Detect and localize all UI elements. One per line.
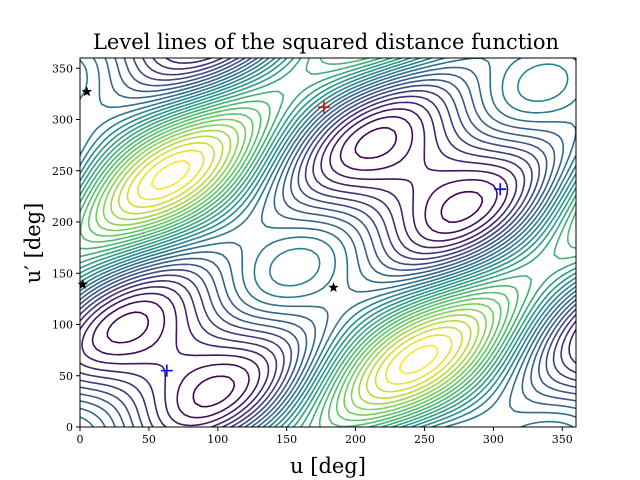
contour-level-line (137, 149, 453, 385)
x-tick-label: 50 (142, 433, 156, 446)
minimum-marker (494, 183, 507, 196)
saddle-marker (328, 282, 339, 293)
contour-level-line (117, 135, 472, 399)
contour-level-line (80, 58, 576, 427)
chart-title: Level lines of the squared distance func… (93, 30, 559, 54)
contour-level-line (80, 58, 576, 427)
x-tick-label: 200 (345, 433, 366, 446)
y-tick-label: 350 (52, 62, 73, 75)
x-tick-label: 250 (414, 433, 435, 446)
y-axis-label: u′ [deg] (21, 203, 45, 284)
maximum-marker (317, 101, 330, 114)
x-axis-label: u [deg] (290, 454, 366, 478)
y-tick-label: 150 (52, 267, 73, 280)
contour-level-line (80, 107, 510, 427)
contour-level-line (80, 58, 576, 427)
contour-level-line (80, 58, 576, 427)
contour-level-line (80, 58, 576, 427)
contour-level-line (110, 129, 480, 405)
contour-level-line (80, 58, 576, 427)
x-axis-ticks: 0 50 100 150 200 250 300 350 (77, 427, 573, 446)
contour-level-line (80, 58, 576, 427)
contour-level-line (91, 115, 498, 419)
contour-level-line (80, 58, 576, 427)
y-tick-label: 200 (52, 216, 73, 229)
y-tick-label: 300 (52, 114, 73, 127)
contour-level-line (80, 58, 576, 427)
contour-level-line (95, 118, 495, 416)
contour-level-line (80, 58, 576, 427)
contour-level-line (87, 113, 502, 422)
contour-level-line (80, 58, 576, 427)
y-tick-label: 100 (52, 319, 73, 332)
x-tick-label: 0 (77, 433, 84, 446)
contour-lines (80, 58, 576, 427)
contour-level-line (126, 142, 463, 393)
x-tick-label: 100 (207, 433, 228, 446)
plot-frame (79, 57, 577, 428)
contour-level-line (80, 58, 576, 427)
y-tick-label: 0 (66, 421, 73, 434)
contour-level-line (80, 58, 576, 427)
contour-level-line (81, 108, 509, 427)
critical-point-markers (77, 86, 507, 377)
contour-level-line (80, 58, 576, 427)
saddle-marker (77, 279, 88, 289)
contour-level-line (151, 160, 439, 375)
x-tick-label: 350 (552, 433, 573, 446)
contour-level-line (102, 124, 487, 411)
contour-level-line (80, 58, 576, 427)
x-tick-label: 150 (276, 433, 297, 446)
y-tick-label: 250 (52, 165, 73, 178)
y-tick-label: 50 (59, 370, 73, 383)
x-tick-label: 300 (483, 433, 504, 446)
minimum-marker (160, 364, 173, 377)
contour-level-line (106, 126, 484, 408)
contour-level-line (80, 58, 576, 427)
y-axis-ticks: 0 50 100 150 200 250 300 350 (52, 62, 80, 434)
saddle-marker (81, 86, 93, 97)
